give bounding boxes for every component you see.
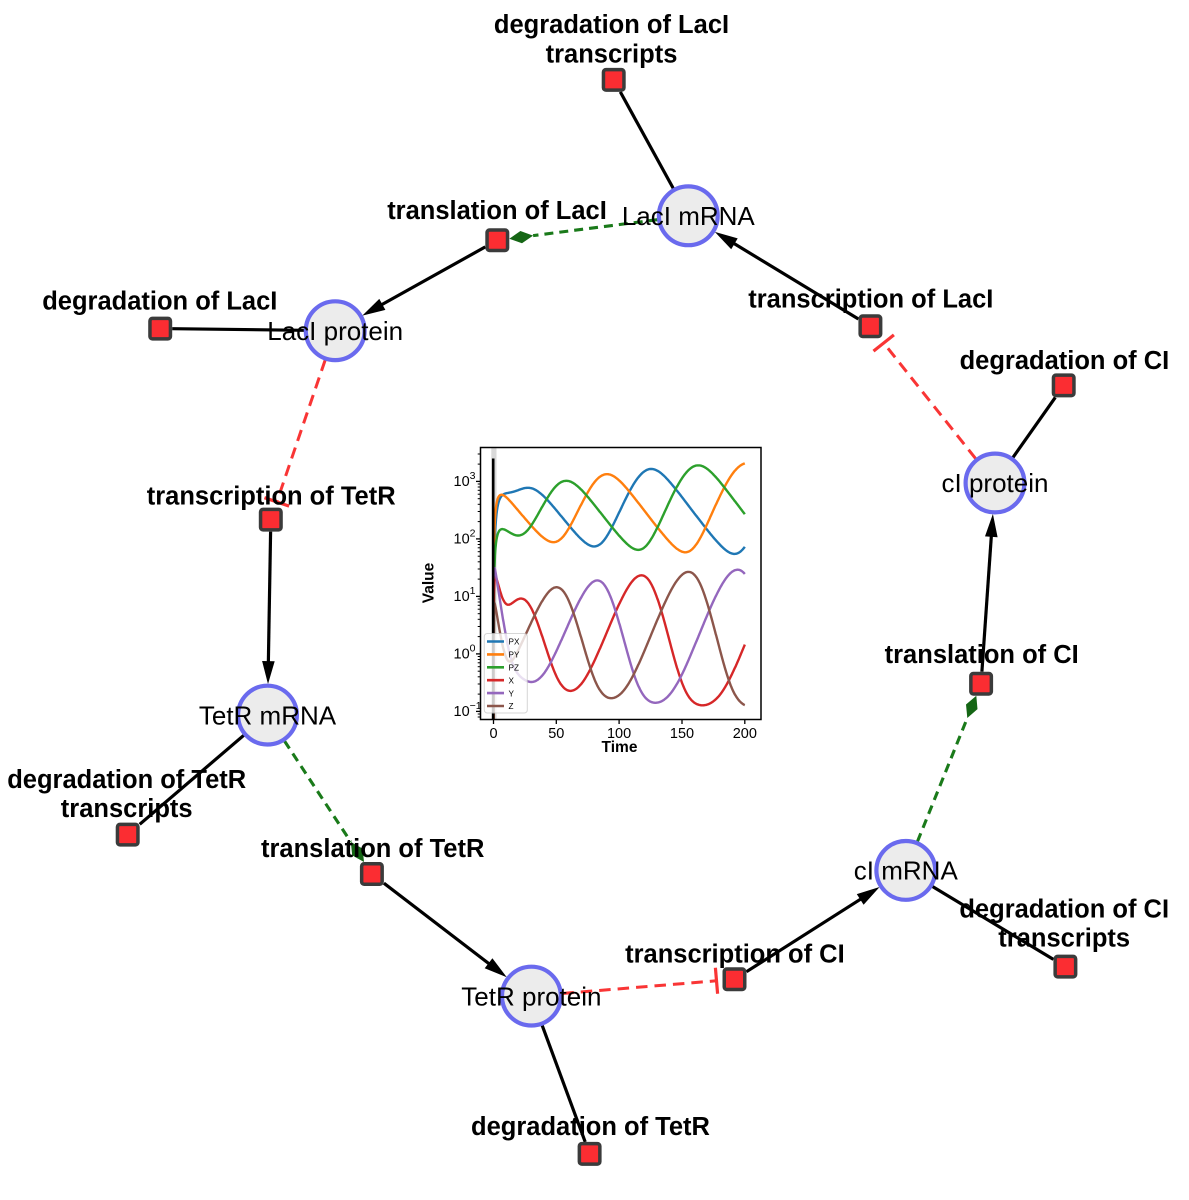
svg-text:degradation of CI: degradation of CI [960, 347, 1170, 375]
svg-text:200: 200 [733, 726, 757, 742]
svg-text:degradation of LacI: degradation of LacI [42, 288, 277, 316]
svg-text:LacI protein: LacI protein [267, 316, 403, 346]
svg-text:PY: PY [509, 651, 520, 660]
svg-text:degradation of LacI: degradation of LacI [494, 11, 729, 39]
svg-text:translation of CI: translation of CI [885, 641, 1079, 669]
svg-text:transcription of TetR: transcription of TetR [147, 483, 396, 511]
svg-text:translation of TetR: translation of TetR [261, 835, 484, 863]
svg-text:PZ: PZ [509, 664, 519, 673]
svg-text:PX: PX [509, 638, 520, 647]
svg-text:LacI mRNA: LacI mRNA [622, 201, 756, 231]
svg-text:0: 0 [489, 726, 497, 742]
svg-text:TetR protein: TetR protein [461, 981, 601, 1011]
svg-text:Y: Y [509, 689, 515, 698]
svg-text:Z: Z [509, 702, 514, 711]
svg-text:transcription of LacI: transcription of LacI [748, 286, 993, 314]
svg-text:101: 101 [454, 585, 476, 605]
svg-text:transcripts: transcripts [998, 925, 1130, 953]
svg-text:100: 100 [607, 726, 631, 742]
svg-text:50: 50 [548, 726, 564, 742]
svg-text:degradation of TetR: degradation of TetR [471, 1113, 710, 1141]
svg-text:102: 102 [454, 527, 476, 547]
svg-text:103: 103 [454, 470, 476, 490]
svg-text:150: 150 [670, 726, 694, 742]
svg-text:transcripts: transcripts [546, 41, 678, 69]
svg-text:degradation of CI: degradation of CI [959, 896, 1169, 924]
svg-text:Time: Time [602, 739, 638, 756]
svg-text:transcripts: transcripts [61, 795, 193, 823]
svg-text:transcription of CI: transcription of CI [625, 941, 845, 969]
svg-text:10−1: 10−1 [454, 700, 482, 720]
svg-text:degradation of TetR: degradation of TetR [7, 766, 246, 794]
svg-text:X: X [509, 676, 515, 685]
svg-text:translation of LacI: translation of LacI [387, 197, 607, 225]
svg-text:cI protein: cI protein [942, 468, 1049, 498]
svg-text:TetR mRNA: TetR mRNA [199, 700, 337, 730]
svg-text:Value: Value [421, 562, 438, 603]
svg-text:100: 100 [454, 642, 476, 662]
svg-text:cI mRNA: cI mRNA [854, 856, 959, 886]
